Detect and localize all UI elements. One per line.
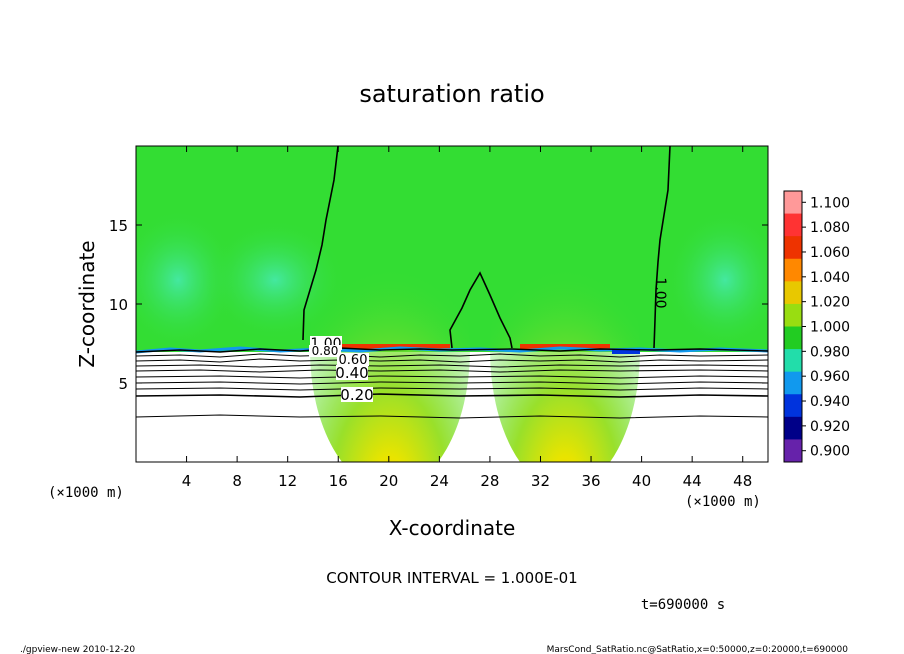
colorbar-swatch [784,439,802,463]
contour-line-0.50 [136,375,768,379]
colorbar-swatch [784,416,802,440]
x-tick-label: 36 [581,472,600,490]
contour-line-1.00-base [136,347,768,353]
colorbar-swatch [784,394,802,418]
colorbar-label: 0.980 [810,344,850,360]
contour-line-0.60 [136,369,768,373]
colorbar-label: 1.080 [810,220,850,236]
colorbar-swatch [784,213,802,237]
y-tick-label: 15 [109,217,128,235]
colorbar-label: 1.100 [810,195,850,211]
contour-lines [136,146,768,419]
x-tick-label: 44 [683,472,702,490]
colorbar-swatch [784,258,802,282]
supersaturation-core [520,344,610,349]
y-tick-label: 5 [118,375,128,393]
colorbar-swatch [784,371,802,395]
contour-line-0.80 [136,358,768,363]
contour-label: 0.40 [335,364,368,382]
contour-line-0.70 [136,364,768,368]
x-tick-label: 40 [632,472,651,490]
colorbar: 1.100 1.080 1.060 1.040 1.020 1.000 0.980 0.960… [783,190,850,463]
x-tick-label: 16 [329,472,348,490]
x-tick-label: 8 [232,472,242,490]
contour-line-1.00-peak [449,271,513,349]
colorbar-label: 1.040 [810,270,850,286]
contour-line-1.00-right [653,146,671,349]
supersaturation-zone [490,210,640,462]
contour-line-0.10 [136,414,768,419]
x-tick-label: 4 [182,472,192,490]
contour-label-bg [341,387,373,402]
contour-line-0.40 [136,381,768,385]
contour-label: 0.20 [340,386,373,404]
contour-label: 0.60 [339,353,368,368]
y-axis-ticks: 5 10 15 [109,217,768,393]
moist-plume [136,210,238,350]
colorbar-swatch [784,236,802,260]
contour-line-1.00-left [302,146,339,341]
contour-label: 0.80 [312,344,339,358]
footer-left: ./gpview-new 2010-12-20 [20,645,135,654]
moist-plume [205,220,345,340]
colorbar-swatch [784,191,802,215]
time-text: t=690000 s [641,597,725,613]
contour-label: 1.00 [652,277,668,308]
colorbar-label: 0.900 [810,444,850,460]
colorbar-swatch [784,303,802,327]
y-axis-label: Z-coordinate [75,240,99,367]
contour-labels: 1.000.800.600.400.201.00 [309,277,668,404]
contour-label-bg [336,365,368,380]
contour-label-bg [337,353,369,366]
x-unit-label-left: (×1000 m) [48,485,124,501]
colorbar-swatch [784,326,802,350]
colorbar-label: 0.940 [810,394,850,410]
colorbar-label: 1.000 [810,320,850,336]
colorbar-label: 1.020 [810,295,850,311]
contour-line-0.20 [136,393,768,398]
y-tick-label: 10 [109,296,128,314]
moist-plume [665,210,768,350]
x-tick-label: 32 [531,472,550,490]
colorbar-label: 0.920 [810,419,850,435]
chart-title: saturation ratio [359,80,544,108]
plot-area [136,146,768,462]
x-axis-label: X-coordinate [389,516,516,540]
colorbar-swatch [784,349,802,373]
x-axis-ticks: 4 8 12 16 20 24 28 32 36 40 44 48 [182,146,752,490]
contour-line-0.90 [136,353,768,358]
colorbar-label: 0.960 [810,369,850,385]
x-tick-label: 24 [430,472,449,490]
colorbar-swatch [784,281,802,305]
contour-line-0.30 [136,387,768,391]
x-tick-label: 28 [480,472,499,490]
x-unit-label-right: (×1000 m) [685,494,761,510]
contour-label-bg [309,345,341,357]
contour-interval-text: CONTOUR INTERVAL = 1.000E-01 [326,569,577,587]
x-tick-label: 20 [379,472,398,490]
x-tick-label: 12 [278,472,297,490]
supersaturation-core [310,344,450,349]
footer-right: MarsCond_SatRatio.nc@SatRatio,x=0:50000,… [547,645,849,654]
x-tick-label: 48 [733,472,752,490]
colorbar-label: 1.060 [810,245,850,261]
